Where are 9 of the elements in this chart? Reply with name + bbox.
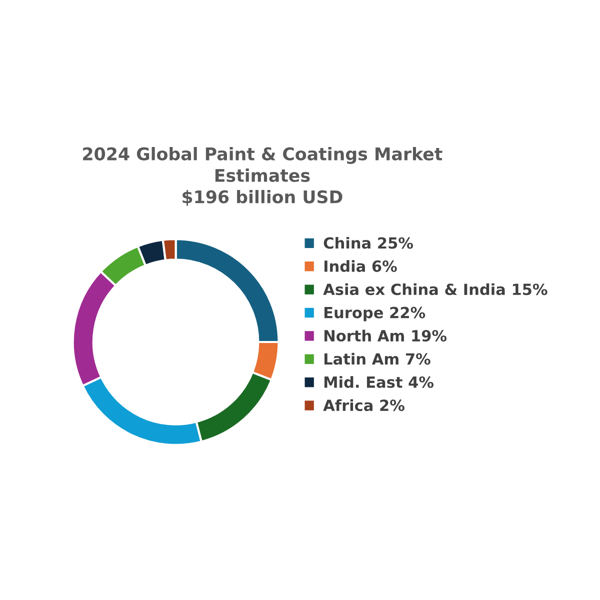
legend-label: Latin Am 7% xyxy=(324,352,430,365)
legend-label: Europe 22% xyxy=(324,306,426,322)
legend-label: Mid. East 4% xyxy=(324,376,434,388)
legend-label: Africa 2% xyxy=(323,399,404,412)
chart-title: 2024 Global Paint & Coatings Market Estimates $196 billion USD xyxy=(83,147,442,206)
legend-label: China 25% xyxy=(324,236,413,249)
legend-label: Asia ex China & India 15% xyxy=(323,283,548,296)
legend-label: North Am 19% xyxy=(324,330,447,342)
legend-label: India 6% xyxy=(324,260,397,272)
